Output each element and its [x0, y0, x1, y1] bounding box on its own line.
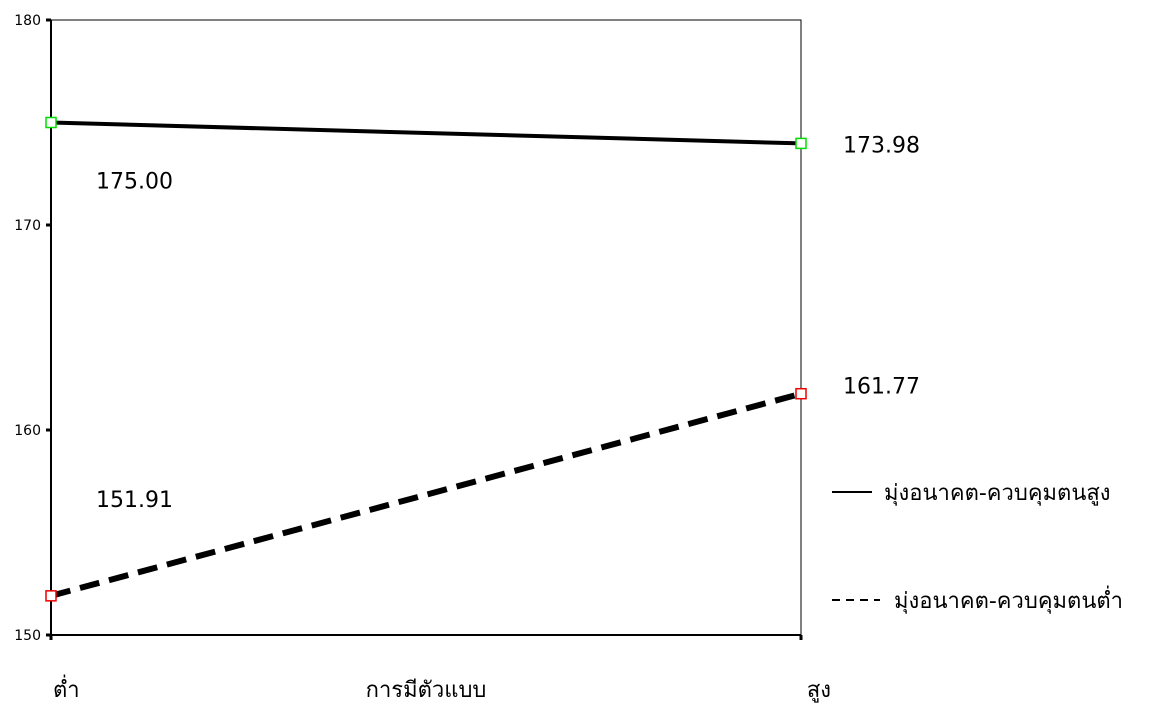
data-label: 161.77 — [843, 375, 920, 400]
y-tick-label: 150 — [14, 628, 41, 644]
y-ticks: 150 160 170 180 — [14, 13, 51, 644]
data-label: 151.91 — [96, 488, 173, 513]
series-0-marker — [795, 137, 807, 150]
series-markers — [45, 116, 807, 602]
legend: มุ่งอนาคต-ควบคุมตนสูง มุ่งอนาคต-ควบคุมตน… — [832, 481, 1123, 614]
plot-frame — [50, 19, 802, 636]
data-label: 173.98 — [843, 133, 920, 158]
y-tick-label: 170 — [14, 218, 41, 234]
data-label: 175.00 — [96, 170, 173, 195]
x-category-label: สูง — [807, 678, 831, 703]
y-tick-label: 180 — [14, 13, 41, 29]
x-ticks: ต่ำ สูง — [49, 635, 831, 703]
series-1-marker — [45, 590, 57, 602]
x-category-label: ต่ำ — [53, 674, 80, 703]
legend-label-low-control: มุ่งอนาคต-ควบคุมตนต่ำ — [894, 585, 1123, 614]
series-0-marker — [45, 116, 57, 129]
legend-label-high-control: มุ่งอนาคต-ควบคุมตนสูง — [884, 481, 1111, 506]
data-labels: 175.00 173.98 151.91 161.77 — [96, 133, 920, 512]
x-axis-title: การมีตัวแบบ — [366, 678, 487, 703]
series-line-0 — [50, 120, 802, 146]
series-lines — [50, 120, 802, 599]
series-line-1 — [50, 390, 802, 599]
series-1-marker — [795, 387, 807, 400]
y-tick-label: 160 — [14, 423, 41, 439]
